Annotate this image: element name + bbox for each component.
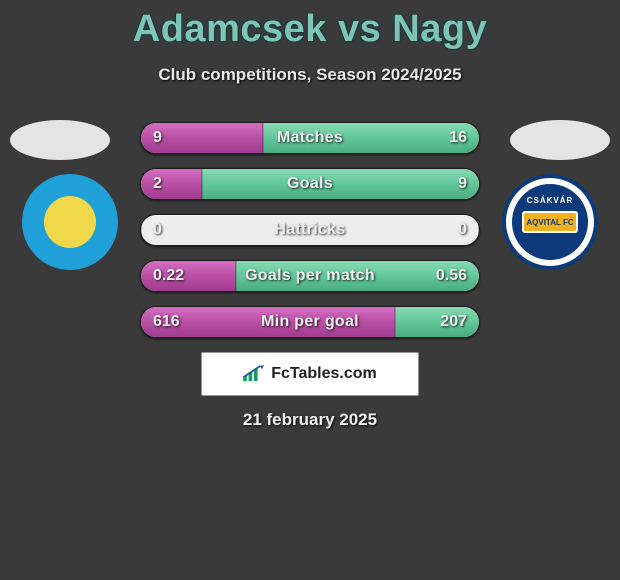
club-crest-right: CSÁKVÁR AQVITAL FC bbox=[502, 174, 598, 270]
stats-bars: 916Matches 29Goals 00Hattricks 0.220.56Goal… bbox=[140, 122, 480, 352]
player-avatar-left bbox=[10, 120, 110, 160]
club-crest-right-top-label: CSÁKVÁR bbox=[527, 196, 574, 205]
stat-label: Min per goal bbox=[141, 307, 479, 337]
stat-row: 0.220.56Goals per match bbox=[140, 260, 480, 292]
stat-label: Matches bbox=[141, 123, 479, 153]
stat-row: 29Goals bbox=[140, 168, 480, 200]
stat-label: Goals per match bbox=[141, 261, 479, 291]
stat-label: Hattricks bbox=[141, 215, 479, 245]
brand-label: FcTables.com bbox=[271, 365, 377, 383]
stat-row: 616207Min per goal bbox=[140, 306, 480, 338]
stat-row: 00Hattricks bbox=[140, 214, 480, 246]
date-label: 21 february 2025 bbox=[0, 410, 620, 430]
bar-chart-icon bbox=[243, 365, 265, 383]
club-crest-left bbox=[22, 174, 118, 270]
player-avatar-right bbox=[510, 120, 610, 160]
brand-box[interactable]: FcTables.com bbox=[201, 352, 419, 396]
page-title: Adamcsek vs Nagy bbox=[0, 0, 620, 51]
page-subtitle: Club competitions, Season 2024/2025 bbox=[0, 65, 620, 85]
stat-label: Goals bbox=[141, 169, 479, 199]
club-crest-right-mid-label: AQVITAL FC bbox=[522, 211, 578, 233]
stat-row: 916Matches bbox=[140, 122, 480, 154]
